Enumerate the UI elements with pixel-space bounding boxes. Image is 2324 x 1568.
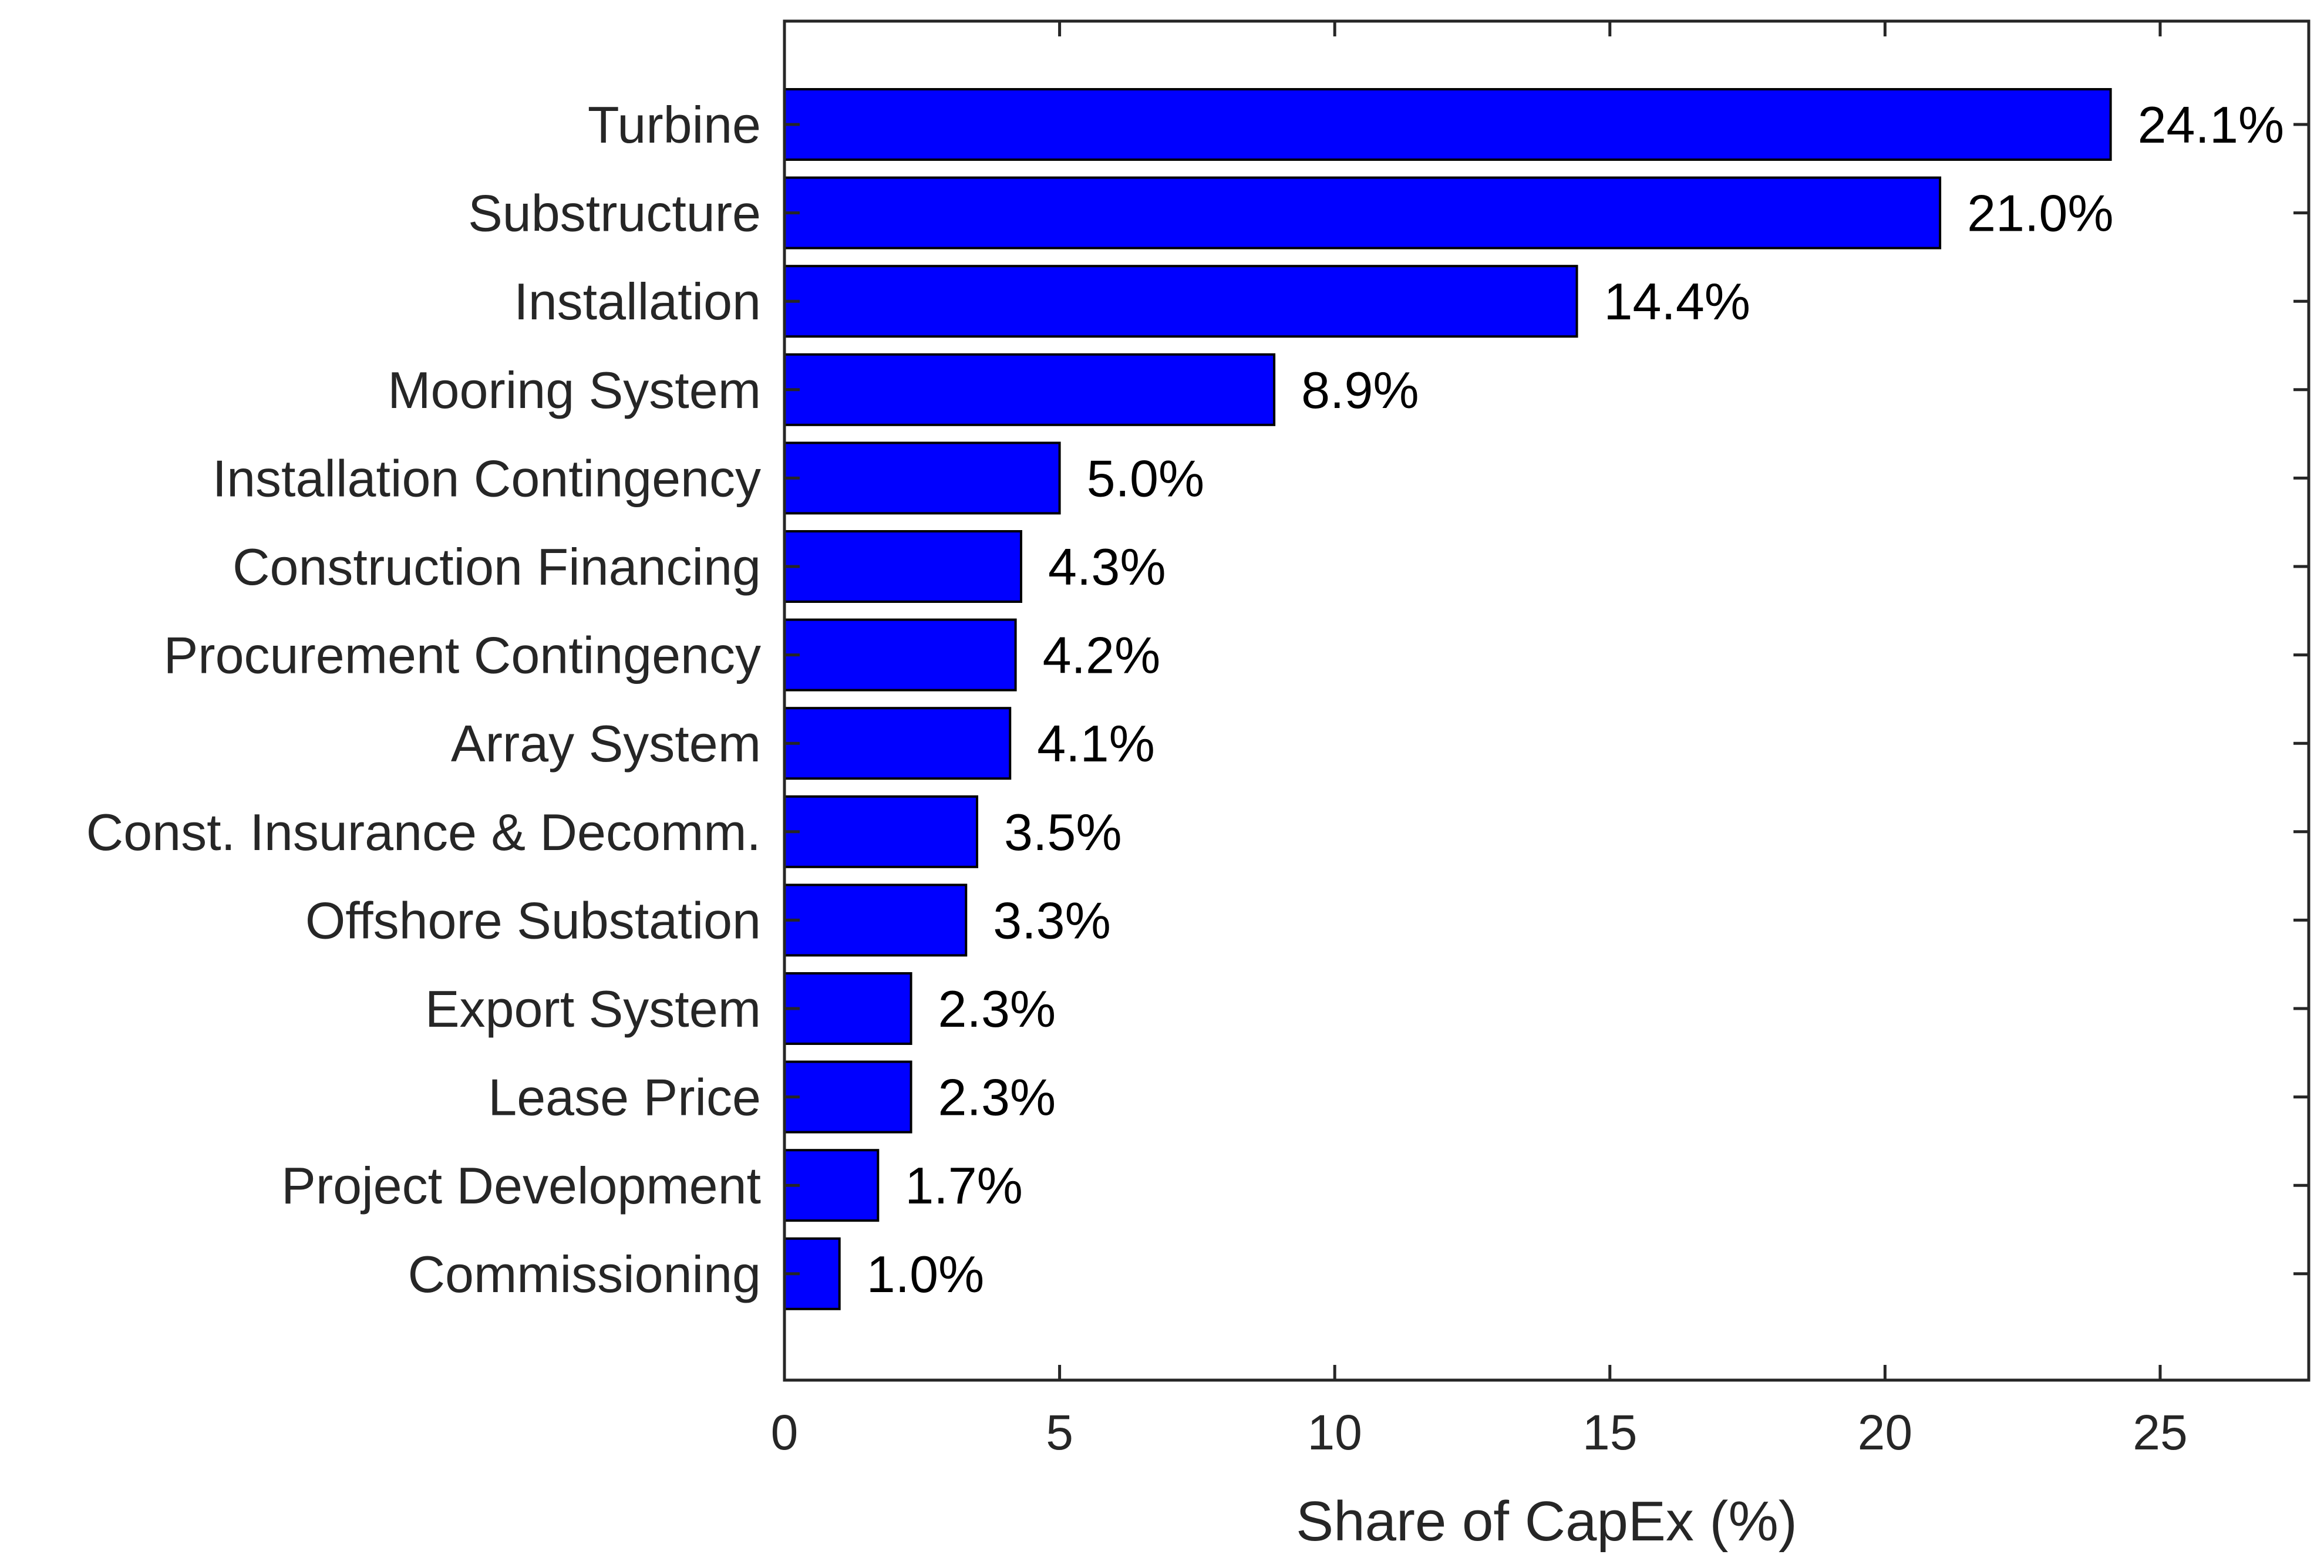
bar	[783, 265, 1578, 338]
bar-value-label: 2.3%	[938, 1068, 1056, 1127]
bar	[783, 441, 1061, 515]
category-label: Offshore Substation	[305, 891, 761, 949]
category-label: Installation	[514, 272, 761, 331]
category-label: Const. Insurance & Decomm.	[86, 803, 761, 861]
bar-value-label: 8.9%	[1301, 361, 1419, 419]
bar-group	[783, 88, 2112, 1310]
x-tick-label: 10	[1307, 1405, 1362, 1460]
value-label-group: 24.1% 21.0% 14.4% 8.9% 5.0% 4.3% 4.2% 4.1% 3.5% 3…	[867, 96, 2284, 1303]
category-label: Lease Price	[488, 1068, 761, 1127]
category-label: Substructure	[468, 184, 761, 242]
x-tick-label: 25	[2133, 1405, 2187, 1460]
category-label-group: Turbine Substructure Installation Mooring S…	[86, 96, 761, 1303]
bar	[783, 353, 1276, 426]
x-tick-label: 5	[1046, 1405, 1073, 1460]
bar-value-label: 1.7%	[905, 1156, 1023, 1215]
bar-value-label: 1.0%	[867, 1245, 985, 1303]
bar-value-label: 4.1%	[1037, 714, 1155, 773]
category-label: Construction Financing	[233, 538, 761, 596]
category-label: Turbine	[588, 96, 761, 154]
bar	[783, 972, 912, 1045]
bar	[783, 707, 1012, 780]
bar-value-label: 2.3%	[938, 980, 1056, 1038]
plot-frame	[783, 19, 2310, 1382]
bar	[783, 176, 1942, 249]
bar-value-label: 4.2%	[1043, 626, 1161, 684]
category-label: Commissioning	[407, 1245, 761, 1303]
bar	[783, 618, 1017, 692]
x-tick-label: 20	[1858, 1405, 1912, 1460]
bar	[783, 530, 1022, 603]
bar-value-label: 21.0%	[1967, 184, 2114, 242]
x-tick-label: 0	[771, 1405, 799, 1460]
x-axis: 0 5 10 15 20 25	[771, 21, 2309, 1460]
category-label: Project Development	[281, 1156, 761, 1215]
bar	[783, 884, 968, 957]
category-label: Array System	[451, 714, 761, 773]
bar-value-label: 3.3%	[993, 891, 1111, 949]
bar	[783, 1060, 912, 1134]
bar-value-label: 5.0%	[1087, 449, 1205, 507]
bar-value-label: 24.1%	[2138, 96, 2285, 154]
bar-value-label: 4.3%	[1048, 538, 1166, 596]
bar	[783, 88, 2112, 161]
category-label: Installation Contingency	[213, 449, 761, 507]
category-label: Mooring System	[388, 361, 761, 419]
bar-value-label: 3.5%	[1004, 803, 1122, 861]
bar-value-label: 14.4%	[1604, 272, 1751, 331]
bar	[783, 795, 979, 868]
x-tick-label: 15	[1582, 1405, 1637, 1460]
category-label: Export System	[425, 980, 761, 1038]
x-axis-title: Share of CapEx (%)	[1296, 1490, 1797, 1553]
category-label: Procurement Contingency	[164, 626, 761, 684]
